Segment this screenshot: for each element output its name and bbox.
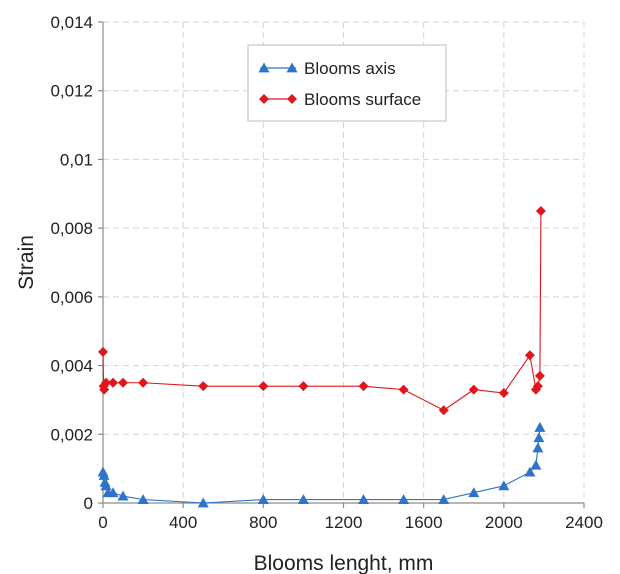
data-point xyxy=(198,381,209,392)
legend-marker xyxy=(287,94,297,104)
data-point xyxy=(358,381,369,392)
x-tick-label: 1200 xyxy=(325,513,363,532)
data-point xyxy=(197,497,209,508)
legend: Blooms axis Blooms surface xyxy=(247,44,447,122)
x-tick-label: 2000 xyxy=(485,513,523,532)
data-point xyxy=(98,470,110,480)
data-point xyxy=(118,377,129,388)
axes xyxy=(98,21,585,508)
data-point xyxy=(534,421,546,432)
legend-marker xyxy=(286,62,298,73)
data-point xyxy=(297,494,309,504)
data-point xyxy=(468,487,480,498)
legend-marker xyxy=(258,62,270,73)
x-tick-label: 2400 xyxy=(565,513,603,532)
legend-label: Blooms surface xyxy=(304,90,421,109)
legend-item: Blooms axis xyxy=(258,59,396,78)
x-tick-label: 1600 xyxy=(405,513,443,532)
data-point xyxy=(138,377,149,388)
y-tick-label: 0,006 xyxy=(50,288,93,307)
data-point xyxy=(530,459,542,470)
data-point xyxy=(524,466,536,477)
data-point xyxy=(100,480,112,491)
data-point xyxy=(258,381,269,392)
legend-marker xyxy=(259,94,269,104)
data-point xyxy=(534,370,545,381)
data-point xyxy=(398,384,409,395)
data-point xyxy=(498,388,509,399)
data-point xyxy=(98,346,108,357)
data-point xyxy=(107,487,119,498)
y-tick-label: 0,012 xyxy=(50,82,93,101)
x-tick-label: 0 xyxy=(98,513,107,532)
data-point xyxy=(498,480,510,491)
y-tick-label: 0,008 xyxy=(50,219,93,238)
data-point xyxy=(257,494,269,504)
x-tick-label: 800 xyxy=(249,513,277,532)
y-axis-title: Strain xyxy=(15,235,38,290)
series-blooms-axis xyxy=(97,421,546,508)
data-point xyxy=(137,494,149,504)
y-tick-label: 0,004 xyxy=(50,357,93,376)
series-line xyxy=(102,210,542,411)
series-layer xyxy=(97,205,546,508)
y-tick-label: 0,014 xyxy=(50,13,93,32)
data-point xyxy=(398,494,410,504)
data-point xyxy=(468,384,479,395)
data-point xyxy=(117,490,129,501)
legend-box xyxy=(247,44,447,122)
data-point xyxy=(438,494,450,504)
data-point xyxy=(532,442,544,453)
y-tick-labels: 0 0,002 0,004 0,006 0,008 0,01 0,012 0,014 xyxy=(50,13,93,513)
x-axis-title: Blooms lenght, mm xyxy=(254,552,434,574)
data-point xyxy=(108,377,119,388)
data-point xyxy=(298,381,309,392)
data-point xyxy=(358,494,370,504)
data-point xyxy=(532,381,543,392)
x-tick-label: 400 xyxy=(169,513,197,532)
legend-item: Blooms surface xyxy=(259,90,421,109)
data-point xyxy=(524,350,535,361)
data-point xyxy=(99,384,110,395)
series-blooms-surface xyxy=(98,205,546,416)
data-point xyxy=(533,432,545,443)
legend-label: Blooms axis xyxy=(304,59,396,78)
y-tick-label: 0 xyxy=(84,494,93,513)
data-point xyxy=(101,377,112,388)
data-point xyxy=(438,405,449,416)
y-tick-label: 0,002 xyxy=(50,425,93,444)
x-tick-labels: 0 400 800 1200 1600 2000 2400 xyxy=(98,513,603,532)
y-tick-label: 0,01 xyxy=(60,150,93,169)
data-point xyxy=(535,205,546,216)
